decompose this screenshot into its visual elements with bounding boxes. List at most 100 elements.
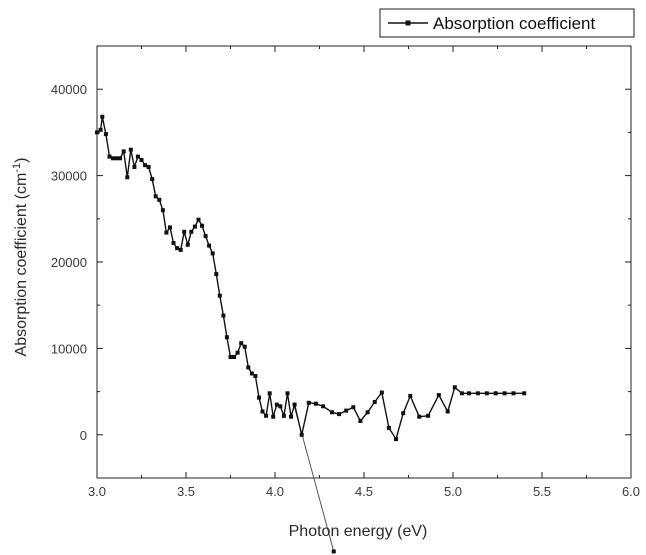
axis-ticks xyxy=(96,45,632,479)
x-tick-label: 3.5 xyxy=(177,484,195,499)
x-tick-label: 5.5 xyxy=(533,484,551,499)
fit-line-endpoint xyxy=(331,549,336,554)
y-tick-label: 30000 xyxy=(51,169,87,184)
data-point xyxy=(239,341,244,346)
data-point xyxy=(253,374,258,378)
data-point xyxy=(408,393,413,398)
data-point xyxy=(185,242,190,247)
data-point xyxy=(171,241,176,245)
data-point xyxy=(426,413,431,418)
series-line xyxy=(96,116,525,441)
data-point xyxy=(175,246,180,251)
data-point xyxy=(522,391,527,396)
data-point xyxy=(321,404,326,409)
data-point xyxy=(436,393,441,398)
data-point xyxy=(150,177,155,182)
data-point xyxy=(143,163,148,168)
data-point xyxy=(467,391,471,396)
y-tick-label: 40000 xyxy=(51,82,87,97)
data-point xyxy=(330,410,334,415)
data-point xyxy=(157,197,162,202)
data-point xyxy=(178,247,183,252)
data-point xyxy=(267,391,272,396)
data-point xyxy=(235,350,240,355)
data-point xyxy=(292,402,297,407)
data-point xyxy=(95,130,99,135)
data-point xyxy=(146,165,151,169)
y-tick-label: 10000 xyxy=(51,341,87,356)
data-point xyxy=(203,234,208,239)
x-tick-label: 3.0 xyxy=(88,484,106,499)
x-tick-label: 6.0 xyxy=(622,484,640,499)
series-absorption xyxy=(95,114,527,442)
data-point xyxy=(242,344,247,349)
data-point xyxy=(224,335,229,340)
data-point xyxy=(114,156,119,161)
data-point xyxy=(111,156,115,161)
data-point xyxy=(125,175,130,180)
y-axis-title-close: ) xyxy=(13,158,30,163)
data-point xyxy=(98,127,103,132)
data-point xyxy=(337,412,342,417)
data-point xyxy=(344,408,349,413)
data-point xyxy=(118,156,123,161)
data-point xyxy=(160,208,165,213)
data-point xyxy=(257,395,261,400)
legend: Absorption coefficient xyxy=(379,8,635,38)
x-axis-title: Photon energy (eV) xyxy=(289,523,428,540)
data-point xyxy=(164,230,169,235)
data-point xyxy=(278,404,283,409)
data-point xyxy=(379,390,384,395)
data-point xyxy=(168,225,172,230)
data-point xyxy=(135,154,140,159)
data-point xyxy=(417,414,422,419)
data-point xyxy=(228,355,233,359)
data-point xyxy=(502,391,507,396)
x-tick-label: 4.0 xyxy=(266,484,284,499)
data-point xyxy=(401,411,406,416)
data-point xyxy=(217,293,222,298)
data-point xyxy=(299,432,304,437)
data-point xyxy=(246,365,251,370)
data-point xyxy=(511,391,516,396)
data-point xyxy=(452,385,457,390)
data-point xyxy=(358,419,363,423)
data-point xyxy=(484,391,489,396)
data-point xyxy=(182,229,187,234)
x-tick-label: 4.5 xyxy=(355,484,373,499)
data-point xyxy=(103,132,108,137)
data-point xyxy=(210,251,215,256)
data-point xyxy=(372,400,377,404)
data-point xyxy=(386,425,391,430)
data-point xyxy=(459,391,464,396)
data-point xyxy=(100,114,105,119)
data-point xyxy=(232,355,237,359)
y-tick-label: 0 xyxy=(80,428,87,443)
data-point xyxy=(139,158,144,162)
data-point xyxy=(121,149,126,154)
data-point xyxy=(128,147,133,152)
data-point xyxy=(313,401,318,406)
data-point xyxy=(207,243,212,248)
data-point xyxy=(196,217,201,222)
y-axis-title-main: Absorption coefficient (cm xyxy=(13,173,30,357)
x-tick-labels: 3.0 3.5 4.0 4.5 5.0 5.5 6.0 xyxy=(88,484,640,499)
data-point xyxy=(260,409,265,414)
data-point xyxy=(221,313,226,318)
data-point xyxy=(306,400,311,405)
data-point xyxy=(132,165,137,169)
data-point xyxy=(493,391,498,396)
data-point xyxy=(394,437,398,442)
data-point xyxy=(189,229,194,234)
data-point xyxy=(192,224,197,229)
data-point xyxy=(271,414,276,419)
data-point xyxy=(153,194,158,199)
y-axis-title-sup: -1 xyxy=(11,163,23,173)
data-point xyxy=(351,405,356,410)
data-point xyxy=(281,413,286,418)
data-point xyxy=(445,409,450,414)
plot-frame xyxy=(96,45,632,479)
y-axis-title: Absorption coefficient (cm-1) xyxy=(11,158,30,357)
data-point xyxy=(214,272,219,277)
